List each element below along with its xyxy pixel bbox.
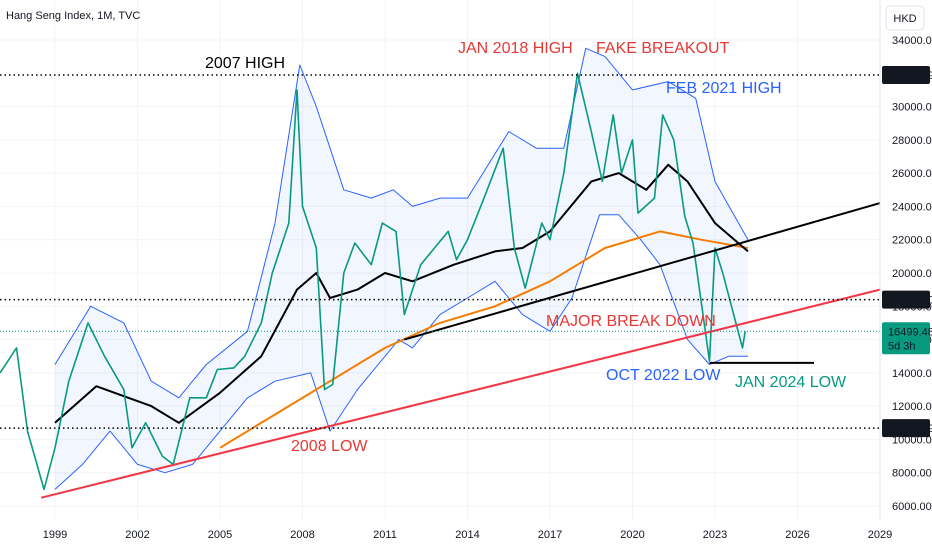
x-tick-label: 2005 (208, 529, 232, 541)
y-tick-label: 10000.00 (892, 434, 932, 446)
countdown: 5d 3h (888, 340, 916, 352)
annotation: JAN 2024 LOW (735, 374, 847, 391)
price-axis-bg (880, 0, 932, 550)
annotation: MAJOR BREAK DOWN (546, 313, 716, 330)
annotation: OCT 2022 LOW (606, 367, 721, 384)
series-line (219, 230, 749, 449)
x-tick-label: 2014 (455, 529, 479, 541)
y-tick-label: 8000.00 (892, 468, 932, 480)
y-tick-label: 34000.00 (892, 35, 932, 47)
x-tick-label: 1999 (43, 529, 67, 541)
x-tick-label: 2023 (703, 529, 727, 541)
y-tick-label: 6000.00 (892, 501, 932, 513)
level-badge (882, 419, 930, 438)
y-tick-label: 14000.00 (892, 368, 932, 380)
series-line (0, 72, 746, 491)
x-tick-label: 2002 (125, 529, 149, 541)
series-line (54, 163, 749, 424)
annotation: FAKE BREAKOUT (596, 40, 730, 57)
annotation: FEB 2021 HIGH (666, 80, 782, 97)
level-label: 18397.00 (888, 295, 932, 307)
x-tick-label: 2011 (373, 529, 397, 541)
annotation: 2007 HIGH (205, 55, 285, 72)
x-tick-label: 2020 (620, 529, 644, 541)
last-price-badge (882, 322, 930, 355)
last-price-label: 16499.48 (888, 326, 932, 338)
currency-button[interactable] (885, 5, 925, 31)
trendline (403, 202, 881, 341)
level-badge (882, 65, 930, 84)
y-tick-label: 20000.00 (892, 268, 932, 280)
y-tick-label: 30000.00 (892, 102, 932, 114)
x-tick-label: 2026 (785, 529, 809, 541)
y-tick-label: 22000.00 (892, 235, 932, 247)
level-label: 31897.49 (888, 70, 932, 82)
y-tick-label: 26000.00 (892, 168, 932, 180)
currency[interactable]: HKD (893, 13, 916, 25)
level-label: 10676.29 (888, 423, 932, 435)
y-tick-label: 12000.00 (892, 401, 932, 413)
axes: 6000.00 8000.00 10000.00 12000.00 14000.00 16… (43, 35, 932, 541)
plot-area: 2007 HIGH JAN 2018 HIGH FAKE BREAKOUT FEB 2… (0, 0, 881, 520)
chart-title: Hang Seng Index, 1M, TVC (6, 10, 140, 22)
x-tick-label: 2029 (868, 529, 892, 541)
band-fill (55, 48, 748, 490)
y-tick-label: 28000.00 (892, 135, 932, 147)
time-axis-bg (0, 520, 880, 550)
y-tick-label: 24000.00 (892, 201, 932, 213)
band-line (54, 47, 749, 399)
x-tick-label: 2017 (538, 529, 562, 541)
annotation: 2008 LOW (291, 438, 368, 455)
trendline (41, 288, 881, 499)
annotation: JAN 2018 HIGH (458, 40, 573, 57)
level-badge (882, 290, 930, 309)
x-tick-label: 2008 (290, 529, 314, 541)
